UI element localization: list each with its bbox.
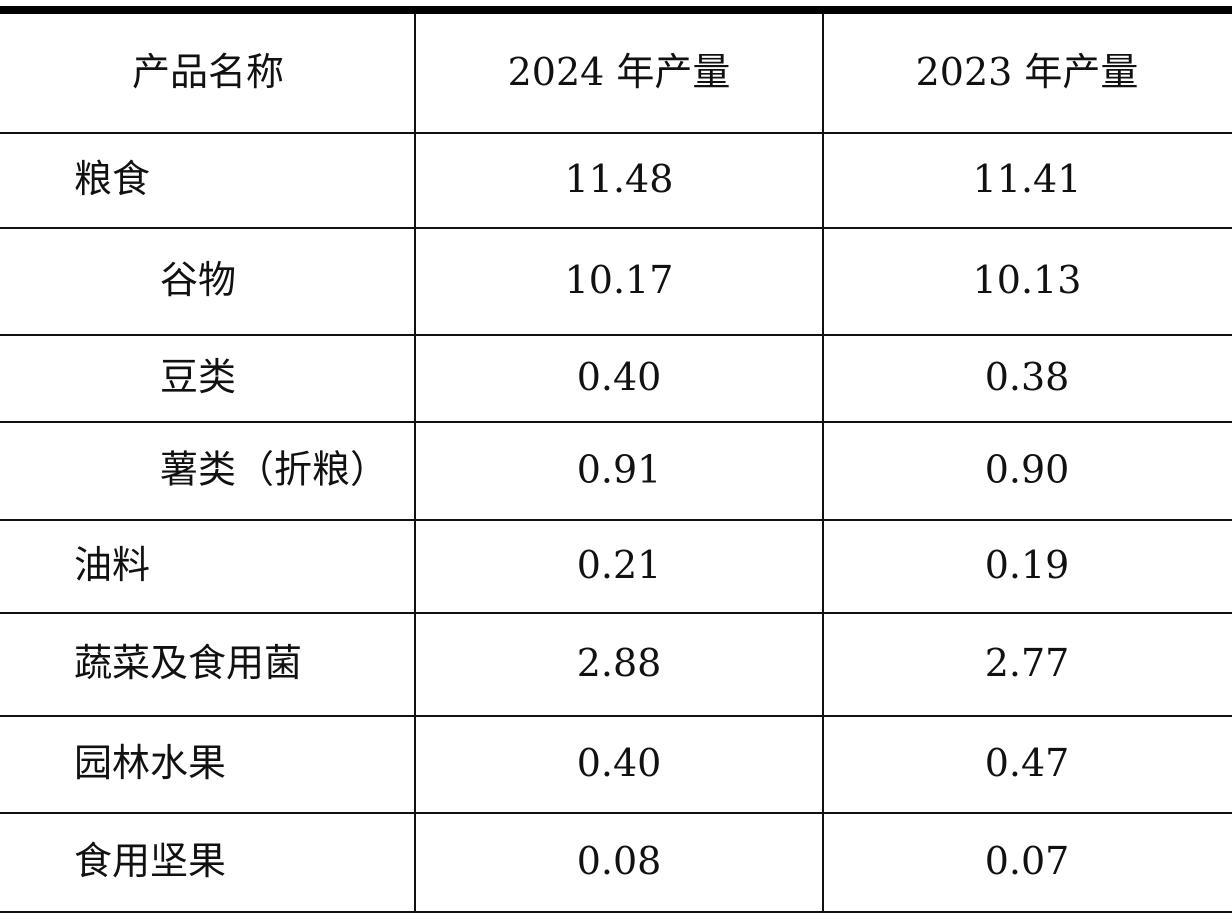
row-label: 豆类 [160,355,236,399]
value-cell: 0.40 [577,355,662,399]
value-cell: 2.88 [577,641,662,685]
value-cell: 11.48 [565,157,674,201]
value-cell: 0.21 [577,543,662,587]
value-cell: 0.91 [577,448,662,492]
value-cell: 11.41 [973,157,1082,201]
value-cell: 0.38 [985,355,1070,399]
value-cell: 2.77 [985,641,1070,685]
value-cell: 10.13 [973,258,1082,302]
top-rule [0,6,1232,14]
header-cell: 2023 年产量 [916,50,1139,94]
value-cell: 0.90 [985,448,1070,492]
value-cell: 0.07 [985,839,1070,883]
row-label: 园林水果 [74,741,226,785]
row-label: 蔬菜及食用菌 [74,641,302,685]
row-label: 油料 [74,543,150,587]
row-label: 食用坚果 [74,839,226,883]
header-cell: 2024 年产量 [508,50,731,94]
row-label: 薯类（折粮） [160,448,388,492]
value-cell: 0.19 [985,543,1070,587]
row-label: 谷物 [160,258,236,302]
value-cell: 10.17 [565,258,674,302]
row-label: 粮食 [74,157,150,201]
value-cell: 0.47 [985,741,1070,785]
value-cell: 0.08 [577,839,662,883]
value-cell: 0.40 [577,741,662,785]
header-cell: 产品名称 [132,50,284,94]
